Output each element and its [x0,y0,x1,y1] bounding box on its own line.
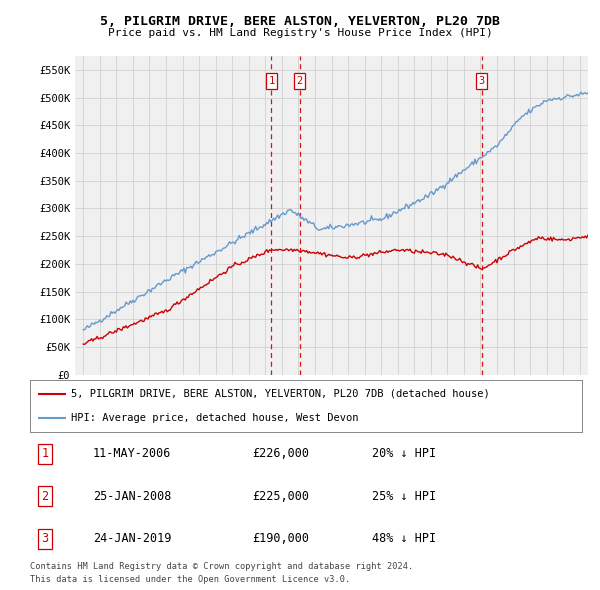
Text: 5, PILGRIM DRIVE, BERE ALSTON, YELVERTON, PL20 7DB: 5, PILGRIM DRIVE, BERE ALSTON, YELVERTON… [100,15,500,28]
Text: 1: 1 [268,76,275,86]
Text: £226,000: £226,000 [252,447,309,460]
Text: 11-MAY-2006: 11-MAY-2006 [93,447,172,460]
Text: This data is licensed under the Open Government Licence v3.0.: This data is licensed under the Open Gov… [30,575,350,584]
Text: £225,000: £225,000 [252,490,309,503]
Text: 20% ↓ HPI: 20% ↓ HPI [372,447,436,460]
Text: £190,000: £190,000 [252,532,309,545]
Text: 5, PILGRIM DRIVE, BERE ALSTON, YELVERTON, PL20 7DB (detached house): 5, PILGRIM DRIVE, BERE ALSTON, YELVERTON… [71,389,490,399]
Text: Price paid vs. HM Land Registry's House Price Index (HPI): Price paid vs. HM Land Registry's House … [107,28,493,38]
Text: 3: 3 [478,76,485,86]
Text: 25% ↓ HPI: 25% ↓ HPI [372,490,436,503]
Text: 1: 1 [41,447,49,460]
Text: HPI: Average price, detached house, West Devon: HPI: Average price, detached house, West… [71,413,359,423]
Text: 24-JAN-2019: 24-JAN-2019 [93,532,172,545]
Text: 2: 2 [296,76,302,86]
Text: 3: 3 [41,532,49,545]
Text: Contains HM Land Registry data © Crown copyright and database right 2024.: Contains HM Land Registry data © Crown c… [30,562,413,571]
Text: 25-JAN-2008: 25-JAN-2008 [93,490,172,503]
Text: 48% ↓ HPI: 48% ↓ HPI [372,532,436,545]
Text: 2: 2 [41,490,49,503]
